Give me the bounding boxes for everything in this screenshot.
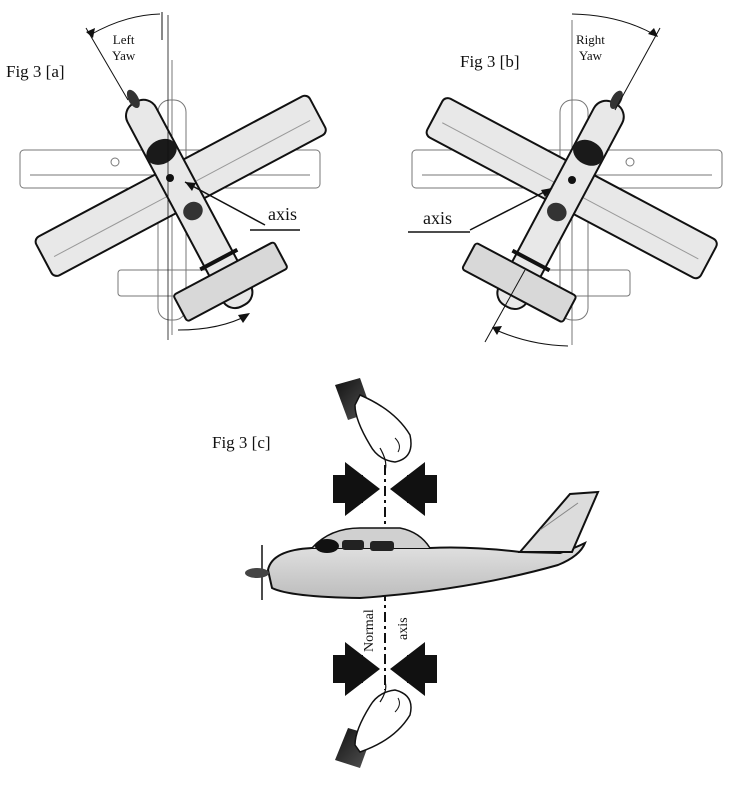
fig-a-yaw-label-line1: Left <box>112 32 135 47</box>
fig-b-yawed-aircraft <box>425 90 718 323</box>
fig-c-top-right-arrow <box>390 462 437 516</box>
fig-a-yaw-label-line2: Yaw <box>112 48 136 63</box>
fig-c-diagram <box>245 378 600 768</box>
fig-c-aircraft-side-view <box>245 490 600 600</box>
fig-b-caption: Fig 3 [b] <box>460 52 520 71</box>
fig-a-diagram <box>19 12 327 340</box>
fig-c-bottom-right-arrow <box>390 642 437 696</box>
fig-c-axis-word-normal: Normal <box>362 609 377 652</box>
fig-c-top-left-arrow <box>333 462 380 516</box>
fig-c-axis-word-axis: axis <box>396 617 411 640</box>
fig-a-yawed-aircraft <box>34 89 327 322</box>
fig-b-diagram <box>408 13 723 347</box>
fig-b-pivot-point <box>568 176 576 184</box>
fig-c-bottom-hand <box>335 681 412 768</box>
fig-b-yaw-label: Right Yaw <box>576 32 605 64</box>
fig-b-yaw-label-line1: Right <box>576 32 605 47</box>
fig-a-pivot-point <box>166 174 174 182</box>
fig-c-bottom-left-arrow <box>333 642 380 696</box>
fig-c-top-hand <box>335 378 412 471</box>
fig-a-caption: Fig 3 [a] <box>6 62 65 81</box>
fig-b-yaw-label-line2: Yaw <box>578 48 603 63</box>
fig-b-axis-label: axis <box>423 208 452 228</box>
fig-a-axis-label: axis <box>268 204 297 224</box>
fig-a-yaw-label: Left Yaw <box>112 32 135 64</box>
fig-c-caption: Fig 3 [c] <box>212 433 271 452</box>
